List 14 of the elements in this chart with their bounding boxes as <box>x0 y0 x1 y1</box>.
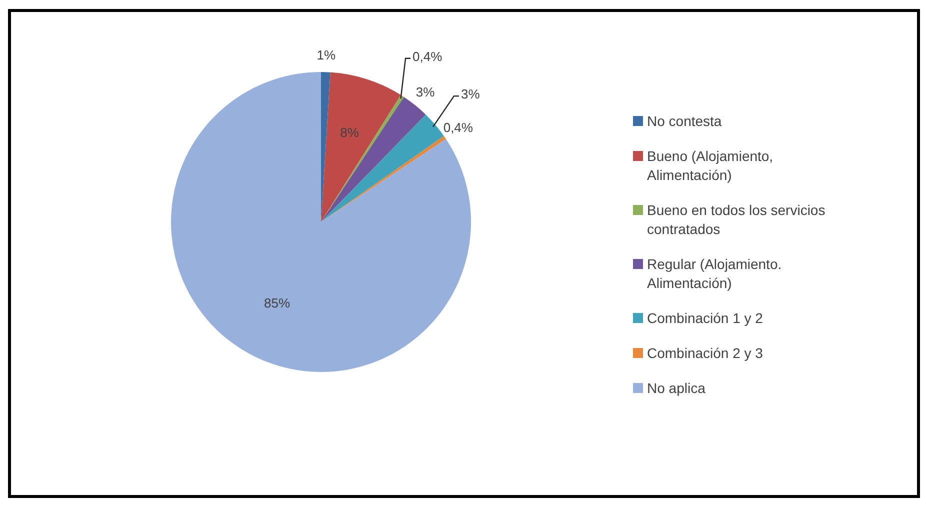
data-label: 3% <box>416 84 436 100</box>
data-label: 1% <box>316 48 336 63</box>
data-label: 0,4% <box>412 48 443 64</box>
data-label: 8% <box>340 125 360 140</box>
legend-label: No aplica <box>647 379 706 398</box>
legend-label: Bueno en todos los servicios contratados <box>647 201 826 239</box>
data-label: 0,4% <box>443 120 474 136</box>
legend-label: No contesta <box>647 112 723 131</box>
data-label: 3% <box>460 86 480 102</box>
legend-label: Combinación 2 y 3 <box>647 344 764 363</box>
legend-label: Bueno (Alojamiento, Alimentación) <box>647 147 774 185</box>
data-label: 85% <box>264 296 290 311</box>
legend-label: Combinación 1 y 2 <box>647 309 764 328</box>
legend-label: Regular (Alojamiento. Alimentación) <box>647 255 783 293</box>
